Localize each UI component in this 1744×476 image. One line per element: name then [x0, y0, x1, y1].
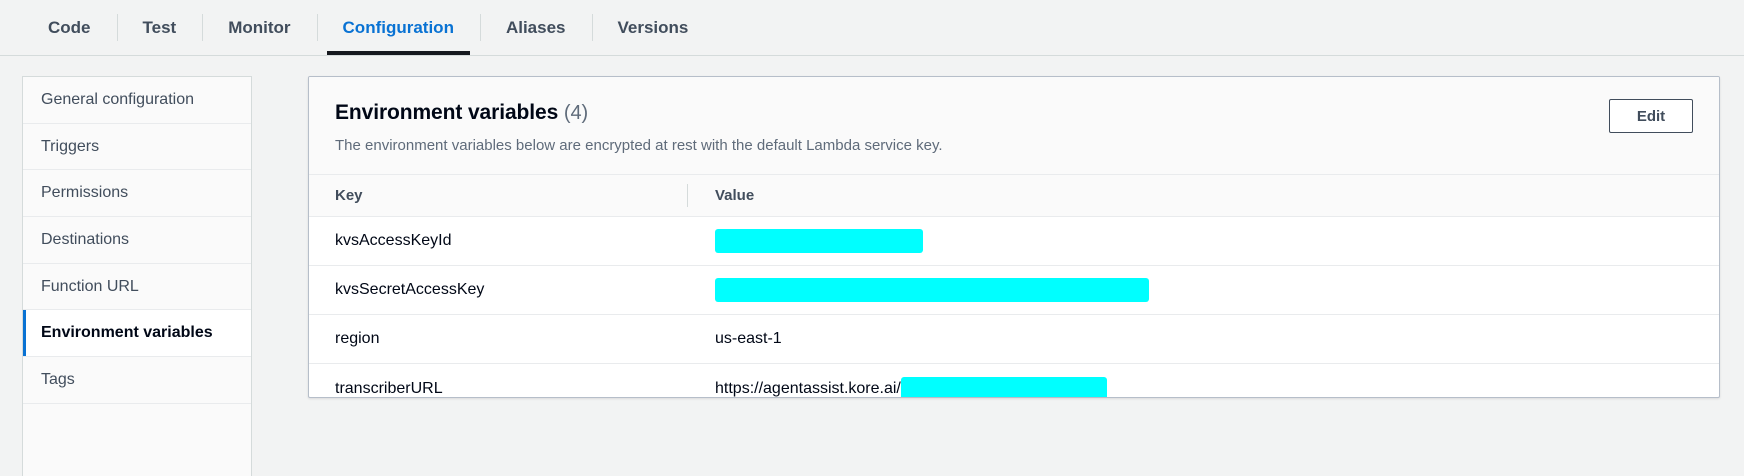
- sidebar-item-tags[interactable]: Tags: [23, 357, 251, 404]
- table-row: region us-east-1: [309, 315, 1719, 364]
- panel-header: Environment variables (4) The environmen…: [309, 77, 1719, 175]
- tab-configuration[interactable]: Configuration: [316, 0, 480, 55]
- sidebar-item-label: General configuration: [41, 90, 194, 108]
- table-row: kvsAccessKeyId: [309, 217, 1719, 266]
- env-var-value-text: https://agentassist.kore.ai/: [715, 379, 901, 397]
- env-var-value-text: us-east-1: [715, 330, 782, 347]
- tab-aliases[interactable]: Aliases: [479, 0, 592, 55]
- env-var-key: kvsSecretAccessKey: [335, 281, 485, 298]
- sidebar-item-label: Destinations: [41, 230, 130, 248]
- sidebar-item-label: Function URL: [41, 277, 139, 295]
- column-header-value: Value: [687, 175, 1719, 216]
- env-var-value: us-east-1: [687, 315, 1719, 363]
- panel-description: The environment variables below are encr…: [335, 137, 943, 154]
- env-var-key: kvsAccessKeyId: [335, 232, 452, 249]
- panel-title-count: (4): [563, 102, 589, 124]
- table-row: transcriberURL https://agentassist.kore.a…: [309, 364, 1719, 397]
- environment-variables-table-body: kvsAccessKeyId kvsSecretAccessKey region us…: [309, 217, 1719, 397]
- env-var-value: [687, 217, 1719, 265]
- sidebar-item-general-configuration[interactable]: General configuration: [23, 77, 251, 124]
- edit-button[interactable]: Edit: [1609, 99, 1693, 133]
- env-var-key: transcriberURL: [335, 379, 443, 397]
- environment-variables-panel: Environment variables (4) The environmen…: [308, 76, 1720, 398]
- table-row: kvsSecretAccessKey: [309, 266, 1719, 315]
- env-var-value: [687, 266, 1719, 314]
- sidebar-item-environment-variables[interactable]: Environment variables: [23, 310, 251, 358]
- sidebar-item-label: Permissions: [41, 184, 129, 202]
- tab-monitor[interactable]: Monitor: [202, 0, 316, 55]
- sidebar-item-label: Triggers: [41, 137, 100, 155]
- tab-bar: Code Test Monitor Configuration Aliases Versi…: [0, 0, 1744, 56]
- page-title: Environment variables (4): [335, 101, 1693, 125]
- tab-code[interactable]: Code: [48, 17, 91, 37]
- redaction-bar: [715, 229, 923, 253]
- redaction-bar: [715, 278, 1149, 302]
- env-var-value: https://agentassist.kore.ai/: [687, 364, 1719, 397]
- column-header-key: Key: [335, 187, 363, 204]
- sidebar-item-destinations[interactable]: Destinations: [23, 217, 251, 264]
- table-header-row: Key Value: [309, 175, 1719, 217]
- configuration-sidebar: General configuration Triggers Permissions…: [22, 76, 252, 476]
- redaction-bar: [900, 376, 1107, 397]
- sidebar-item-label: Tags: [41, 370, 75, 388]
- sidebar-item-function-url[interactable]: Function URL: [23, 264, 251, 311]
- sidebar-item-permissions[interactable]: Permissions: [23, 170, 251, 218]
- sidebar-item-triggers[interactable]: Triggers: [23, 124, 251, 171]
- sidebar-item-label: Environment variables: [41, 324, 213, 342]
- env-var-key: region: [335, 330, 380, 347]
- panel-title-text: Environment variables: [335, 101, 559, 124]
- tab-versions[interactable]: Versions: [591, 0, 715, 55]
- tab-test[interactable]: Test: [116, 0, 203, 55]
